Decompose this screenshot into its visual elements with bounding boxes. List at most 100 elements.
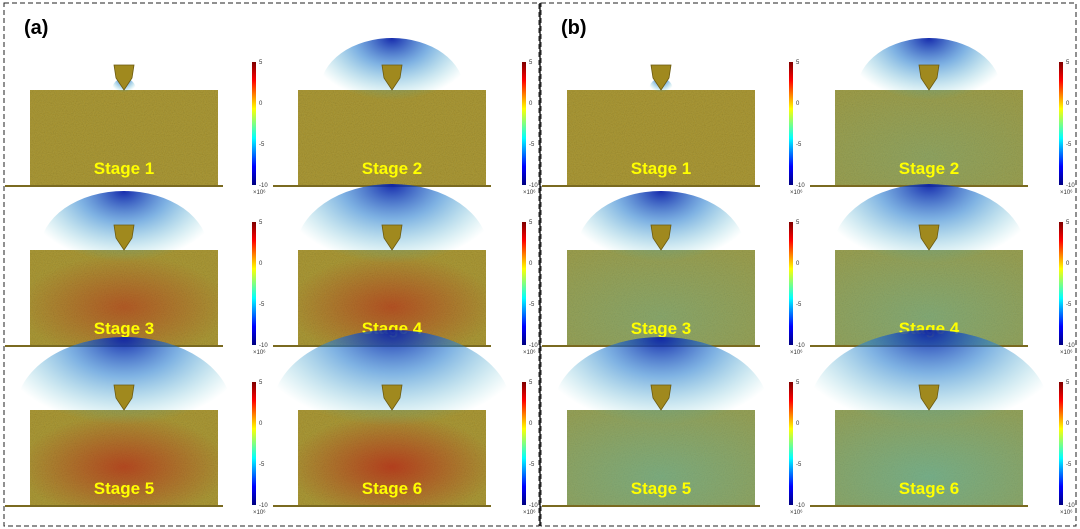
stage-label: Stage 2 [362,159,422,178]
colorbar-tick: 0 [259,101,263,107]
colorbar-tick: 0 [1066,261,1070,267]
specimen-cell: Stage 650-5-10×10⁶ [272,330,538,516]
colorbar-tick: -5 [1066,462,1072,468]
colorbar-tick: -5 [796,302,802,308]
colorbar-tick: 5 [529,220,533,226]
specimen-cell: Stage 550-5-10×10⁶ [5,337,268,516]
colorbar-tick: -10 [259,343,268,349]
indenter [650,64,672,91]
indenter [650,384,672,411]
colorbar-tick: 0 [529,421,533,427]
colorbar-tick: 0 [259,421,263,427]
stage-label: Stage 2 [899,159,959,178]
specimen-cell: Stage 2 5 0 -5 -10×10⁶ [273,38,538,196]
colorbar-tick: -5 [1066,302,1072,308]
colorbar-exponent: ×10⁶ [1060,509,1073,516]
colorbar-tick: -5 [529,462,535,468]
colorbar-tick: -10 [1066,183,1075,189]
colorbar-tick: -5 [529,142,535,148]
colorbar [522,222,526,345]
indenter [113,384,135,411]
specimen-cell: Stage 550-5-10×10⁶ [542,337,805,516]
colorbar-tick: 5 [259,380,263,386]
colorbar-tick: 5 [1066,60,1070,66]
specimen-cell: Stage 450-5-10×10⁶ [273,184,538,356]
colorbar-tick: -5 [259,302,265,308]
panel-frame [3,2,540,527]
specimen-cell: Stage 1 5 0 -5 -10×10⁶ [542,60,805,196]
colorbar-tick: -5 [529,302,535,308]
colorbar [1059,222,1063,345]
indenter [381,64,403,91]
specimen-cell: Stage 350-5-10×10⁶ [5,191,268,356]
colorbar-tick: -5 [259,462,265,468]
colorbar-tick: -10 [796,343,805,349]
colorbar-tick: -5 [796,462,802,468]
colorbar-exponent: ×10⁶ [523,349,536,356]
indenter [918,384,940,411]
colorbar-tick: 0 [1066,421,1070,427]
colorbar-tick: 5 [796,220,800,226]
stage-label: Stage 6 [362,479,422,498]
indenter [918,64,940,91]
colorbar-exponent: ×10⁶ [253,349,266,356]
colorbar-tick: 0 [796,421,800,427]
panel-label: (b) [561,17,587,39]
indenter [113,224,135,251]
colorbar-exponent: ×10⁶ [523,189,536,196]
colorbar-tick: -10 [796,503,805,509]
colorbar-tick: -5 [1066,142,1072,148]
colorbar-tick: 0 [796,261,800,267]
colorbar-exponent: ×10⁶ [790,189,803,196]
specimen-cell: Stage 450-5-10×10⁶ [810,184,1075,356]
specimen-cell: Stage 2 5 0 -5 -10×10⁶ [810,38,1075,196]
indenter [918,224,940,251]
specimen-cell: Stage 350-5-10×10⁶ [542,191,805,356]
colorbar [789,62,793,185]
colorbar-tick: -5 [259,142,265,148]
panel-frame [540,2,1077,527]
colorbar-exponent: ×10⁶ [790,349,803,356]
stage-label: Stage 5 [94,479,154,498]
colorbar-tick: -10 [259,503,268,509]
colorbar [252,62,256,185]
colorbar [1059,62,1063,185]
colorbar-exponent: ×10⁶ [1060,189,1073,196]
stage-label: Stage 3 [631,319,691,338]
colorbar-exponent: ×10⁶ [253,509,266,516]
colorbar-tick: 0 [529,261,533,267]
colorbar-tick: -10 [259,183,268,189]
specimen-cell: Stage 1 5 0 -5 -10×10⁶ [5,60,268,196]
indenter [650,224,672,251]
stage-label: Stage 6 [899,479,959,498]
colorbar-tick: 0 [259,261,263,267]
indenter [381,224,403,251]
colorbar-tick: -10 [529,503,538,509]
colorbar-tick: -10 [1066,343,1075,349]
colorbar-tick: 0 [529,101,533,107]
colorbar-tick: 0 [796,101,800,107]
panel-label: (a) [24,17,48,39]
colorbar [252,222,256,345]
colorbar-exponent: ×10⁶ [253,189,266,196]
stage-label: Stage 1 [94,159,154,178]
colorbar-tick: 5 [796,60,800,66]
specimen [30,90,218,185]
colorbar-tick: 5 [529,60,533,66]
specimen [567,90,755,185]
colorbar-exponent: ×10⁶ [523,509,536,516]
colorbar [522,382,526,505]
colorbar-tick: 5 [259,60,263,66]
colorbar [522,62,526,185]
stage-label: Stage 5 [631,479,691,498]
colorbar-tick: 5 [1066,380,1070,386]
colorbar-tick: -10 [529,183,538,189]
colorbar-tick: -10 [1066,503,1075,509]
colorbar-tick: 5 [1066,220,1070,226]
colorbar-tick: 5 [529,380,533,386]
colorbar-tick: -5 [796,142,802,148]
indenter [381,384,403,411]
specimen-cell: Stage 650-5-10×10⁶ [809,330,1075,516]
stage-label: Stage 1 [631,159,691,178]
